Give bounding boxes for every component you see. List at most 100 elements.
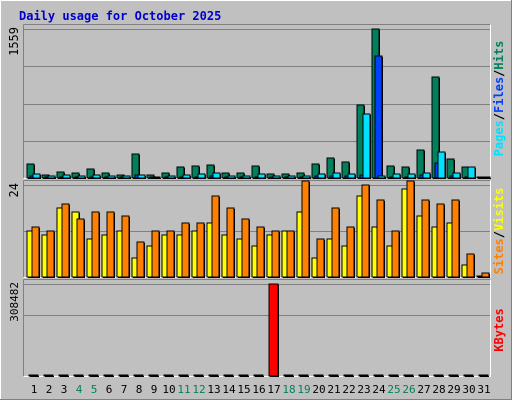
x-tick-label-day-25: 25 xyxy=(387,383,400,396)
bar-pages-day-3 xyxy=(62,174,71,179)
x-tick-label-day-4: 4 xyxy=(76,383,83,396)
bar-pages-day-23-fill xyxy=(362,113,371,179)
bar-kbytes-day-6 xyxy=(103,374,114,377)
bar-sites-day-15-fill xyxy=(241,218,250,278)
bar-sites-day-25 xyxy=(391,230,400,278)
bar-pages-day-12 xyxy=(197,173,206,179)
x-tick-label-day-10: 10 xyxy=(162,383,175,396)
bar-sites-day-27-fill xyxy=(421,199,430,278)
legend-kbytes: KBytes xyxy=(492,308,506,351)
bar-kbytes-day-11 xyxy=(178,374,189,377)
bar-sites-day-24-fill xyxy=(376,199,385,278)
bar-pages-day-9 xyxy=(152,176,161,179)
legend-hits_files_pages: Pages/Files/Hits xyxy=(492,41,506,157)
bar-pages-day-13 xyxy=(212,172,221,179)
bar-pages-day-8-fill xyxy=(137,174,146,179)
bar-kbytes-day-13-fill xyxy=(208,374,219,377)
y-max-label: 24 xyxy=(7,183,21,197)
bar-pages-day-30-fill xyxy=(467,166,476,179)
bar-kbytes-day-11-fill xyxy=(178,374,189,377)
bar-sites-day-28 xyxy=(436,203,445,278)
bar-kbytes-day-17 xyxy=(268,283,279,377)
bar-kbytes-day-19 xyxy=(298,374,309,377)
bar-pages-day-3-fill xyxy=(62,174,71,179)
bar-sites-day-8-fill xyxy=(136,241,145,278)
x-tick-label-day-3: 3 xyxy=(61,383,68,396)
x-tick-label-day-17: 17 xyxy=(267,383,280,396)
bar-kbytes-day-24 xyxy=(373,374,384,377)
bar-kbytes-day-7 xyxy=(118,374,129,377)
bar-kbytes-day-2-fill xyxy=(43,374,54,377)
bar-sites-day-4-fill xyxy=(76,218,85,278)
x-tick-label-day-2: 2 xyxy=(46,383,53,396)
bar-pages-day-10 xyxy=(167,175,176,179)
bar-sites-day-2 xyxy=(46,230,55,278)
bar-pages-day-25 xyxy=(392,173,401,179)
bar-kbytes-day-8-fill xyxy=(133,374,144,377)
bar-sites-day-7 xyxy=(121,215,130,278)
x-tick-label-day-9: 9 xyxy=(151,383,158,396)
chart-panels: 1559Pages/Files/Hits24Sites/Visits308482… xyxy=(7,24,506,377)
bar-sites-day-28-fill xyxy=(436,203,445,278)
x-tick-label-day-13: 13 xyxy=(207,383,220,396)
bar-kbytes-day-27-fill xyxy=(418,374,429,377)
bar-kbytes-day-25 xyxy=(388,374,399,377)
bar-sites-day-21-fill xyxy=(331,207,340,278)
bar-kbytes-day-2 xyxy=(43,374,54,377)
bar-sites-day-18-fill xyxy=(286,230,295,278)
bar-sites-day-3-fill xyxy=(61,203,70,278)
bar-sites-day-23-fill xyxy=(361,184,370,278)
bar-kbytes-day-30 xyxy=(463,374,474,377)
bar-kbytes-day-31 xyxy=(478,374,489,377)
x-tick-label-day-26: 26 xyxy=(402,383,415,396)
bar-sites-day-18 xyxy=(286,230,295,278)
bar-pages-day-8 xyxy=(137,174,146,179)
bar-kbytes-day-22 xyxy=(343,374,354,377)
bar-kbytes-day-8 xyxy=(133,374,144,377)
bar-kbytes-day-6-fill xyxy=(103,374,114,377)
bar-kbytes-day-4-fill xyxy=(73,374,84,377)
bar-pages-day-7 xyxy=(122,175,131,179)
bar-pages-day-17-fill xyxy=(272,175,281,179)
bar-pages-day-18 xyxy=(287,175,296,179)
bar-pages-day-28-fill xyxy=(437,151,446,179)
panel-visits_sites: 24 Sites/Visits xyxy=(7,180,506,278)
bar-sites-day-9 xyxy=(151,230,160,278)
bar-kbytes-day-28 xyxy=(433,374,444,377)
bar-sites-day-3 xyxy=(61,203,70,278)
x-tick-label-day-7: 7 xyxy=(121,383,128,396)
bar-hits-day-8-fill xyxy=(131,153,140,179)
bar-kbytes-day-22-fill xyxy=(343,374,354,377)
bar-pages-day-18-fill xyxy=(287,175,296,179)
bar-pages-day-9-fill xyxy=(152,176,161,179)
bar-kbytes-day-5 xyxy=(88,374,99,377)
bar-kbytes-day-20 xyxy=(313,374,324,377)
bar-kbytes-day-14 xyxy=(223,374,234,377)
bar-pages-day-14-fill xyxy=(227,175,236,179)
bar-kbytes-day-21-fill xyxy=(328,374,339,377)
bar-pages-day-23 xyxy=(362,113,371,179)
bar-sites-day-22 xyxy=(346,226,355,278)
bar-sites-day-10 xyxy=(166,230,175,278)
legend-visits_sites: Sites/Visits xyxy=(492,188,506,275)
bar-pages-day-21 xyxy=(332,172,341,179)
bar-pages-day-2-fill xyxy=(47,175,56,179)
bar-sites-day-25-fill xyxy=(391,230,400,278)
bar-pages-day-28 xyxy=(437,151,446,179)
bar-pages-day-13-fill xyxy=(212,172,221,179)
bar-kbytes-day-18 xyxy=(283,374,294,377)
bar-kbytes-day-23-fill xyxy=(358,374,369,377)
legend-separator: / xyxy=(492,231,506,238)
bar-sites-day-29 xyxy=(451,199,460,278)
x-tick-label-day-31: 31 xyxy=(477,383,490,396)
bar-sites-day-31-fill xyxy=(481,272,490,278)
bar-pages-day-15 xyxy=(242,175,251,179)
x-tick-label-day-22: 22 xyxy=(342,383,355,396)
legend-sites: Sites xyxy=(492,238,506,274)
bar-sites-day-13-fill xyxy=(211,195,220,278)
bar-pages-day-24 xyxy=(377,175,386,179)
bar-kbytes-day-16-fill xyxy=(253,374,264,377)
bar-sites-day-8 xyxy=(136,241,145,278)
